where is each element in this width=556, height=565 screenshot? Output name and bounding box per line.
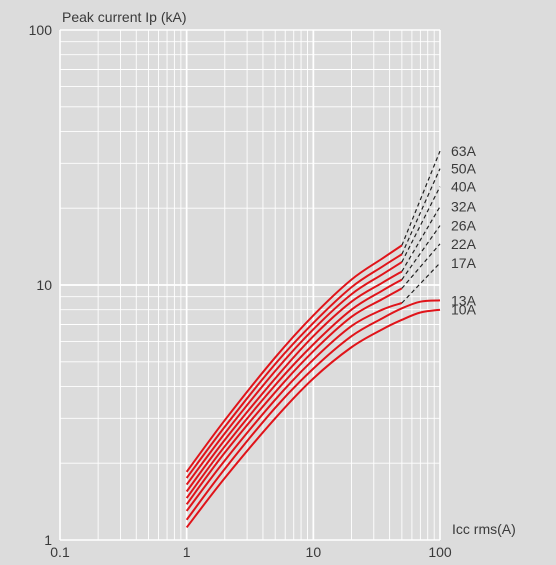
series-line-63A — [185, 244, 403, 473]
series-line-17A — [185, 302, 403, 512]
x-tick-label: 1 — [183, 544, 191, 560]
x-tick-label: 10 — [306, 544, 322, 560]
x-tick-label: 100 — [428, 544, 452, 560]
series-line-10A — [185, 308, 441, 529]
series-dashed-22A — [401, 243, 441, 289]
series-dashed-32A — [401, 206, 441, 272]
series-lines — [185, 150, 441, 529]
series-dashed-17A — [401, 262, 441, 304]
series-dashed-40A — [401, 186, 441, 263]
series-line-32A — [185, 270, 403, 493]
series-line-13A — [185, 299, 441, 521]
series-label-63A: 63A — [451, 143, 477, 159]
series-label-50A: 50A — [451, 161, 477, 177]
x-tick-label: 0.1 — [50, 544, 70, 560]
series-line-22A — [185, 287, 403, 505]
series-line-40A — [185, 261, 403, 486]
y-tick-label: 10 — [36, 277, 52, 293]
y-tick-label: 1 — [44, 532, 52, 548]
series-label-32A: 32A — [451, 199, 477, 215]
series-label-10A: 10A — [451, 302, 477, 318]
y-tick-label: 100 — [29, 22, 53, 38]
series-dashed-50A — [401, 168, 441, 255]
series-label-40A: 40A — [451, 179, 477, 195]
series-line-50A — [185, 253, 403, 479]
y-axis-label: Peak current Ip (kA) — [62, 9, 187, 25]
series-dashed-63A — [401, 150, 441, 246]
series-label-13A: 13A — [451, 292, 477, 308]
series-label-26A: 26A — [451, 218, 477, 234]
x-axis-label: Icc rms(A) — [452, 521, 516, 537]
series-label-22A: 22A — [451, 236, 477, 252]
series-label-17A: 17A — [451, 255, 477, 271]
grid — [59, 29, 441, 541]
series-line-26A — [185, 278, 403, 499]
